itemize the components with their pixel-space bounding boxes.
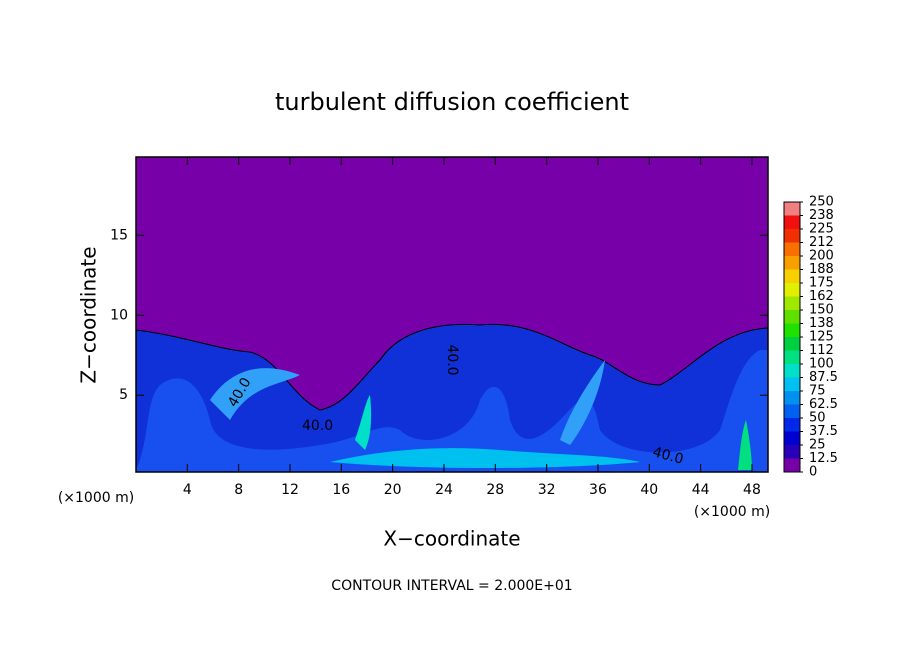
colorbar-label: 200 bbox=[809, 249, 834, 264]
colorbar-label: 138 bbox=[809, 316, 834, 331]
y-tick-label: 15 bbox=[110, 227, 128, 243]
colorbar-segment bbox=[784, 242, 800, 256]
x-tick-label: 44 bbox=[692, 482, 710, 498]
colorbar-segment bbox=[784, 431, 800, 445]
colorbar-label: 62.5 bbox=[809, 397, 838, 412]
colorbar-label: 75 bbox=[809, 384, 826, 399]
colorbar-segment bbox=[784, 337, 800, 351]
colorbar-segment bbox=[784, 296, 800, 310]
y-axis-label: Z−coordinate bbox=[77, 246, 101, 383]
colorbar-segment bbox=[784, 458, 800, 472]
x-tick-label: 36 bbox=[589, 482, 607, 498]
field-region bbox=[210, 368, 300, 420]
colorbar-segment bbox=[784, 377, 800, 391]
plot-frame bbox=[135, 156, 769, 473]
colorbar-segment bbox=[784, 229, 800, 243]
x-unit-label: (×1000 m) bbox=[58, 490, 134, 506]
footer-note: CONTOUR INTERVAL = 2.000E+01 bbox=[331, 578, 572, 594]
x-tick-label: 48 bbox=[743, 482, 761, 498]
colorbar-segment bbox=[784, 404, 800, 418]
colorbar-segment bbox=[784, 391, 800, 405]
colorbar-label: 125 bbox=[809, 330, 834, 345]
field-region bbox=[738, 420, 752, 470]
colorbar-label: 25 bbox=[809, 438, 826, 453]
colorbar-label: 87.5 bbox=[809, 370, 838, 385]
x-tick-label: 16 bbox=[332, 482, 350, 498]
y-tick-label: 5 bbox=[119, 387, 128, 403]
field bbox=[135, 156, 769, 473]
colorbar-label: 150 bbox=[809, 303, 834, 318]
colorbar-segment bbox=[784, 283, 800, 297]
colorbar-label: 238 bbox=[809, 208, 834, 223]
colorbar-label: 175 bbox=[809, 276, 834, 291]
colorbar-label: 100 bbox=[809, 357, 834, 372]
x-tick-label: 12 bbox=[281, 482, 299, 498]
colorbar-label: 112 bbox=[809, 343, 834, 358]
colorbar-label: 188 bbox=[809, 262, 834, 277]
field-region bbox=[355, 395, 372, 450]
colorbar-segment bbox=[784, 202, 800, 216]
colorbar-segment bbox=[784, 323, 800, 337]
x-tick-label: 40 bbox=[640, 482, 658, 498]
colorbar-segment bbox=[784, 418, 800, 432]
colorbar-segment bbox=[784, 269, 800, 283]
x-tick-label: 32 bbox=[538, 482, 556, 498]
field-region bbox=[330, 448, 640, 468]
x-tick-label: 28 bbox=[486, 482, 504, 498]
chart-title: turbulent diffusion coefficient bbox=[275, 88, 629, 116]
colorbar-segment bbox=[784, 215, 800, 229]
field-region bbox=[136, 350, 768, 472]
colorbar-label: 250 bbox=[809, 195, 834, 210]
colorbar-label: 12.5 bbox=[809, 451, 838, 466]
x-tick-label: 20 bbox=[384, 482, 402, 498]
colorbar-label: 37.5 bbox=[809, 424, 838, 439]
y-tick-label: 10 bbox=[110, 307, 128, 323]
colorbar-label: 162 bbox=[809, 289, 834, 304]
contour-label: 40.0 bbox=[444, 344, 460, 375]
contour-label: 40.0 bbox=[651, 444, 685, 468]
colorbar-segment bbox=[784, 310, 800, 324]
colorbar-segment bbox=[784, 364, 800, 378]
contour-label: 40.0 bbox=[302, 418, 333, 434]
colorbar-label: 225 bbox=[809, 222, 834, 237]
colorbar-label: 0 bbox=[809, 465, 817, 480]
field-region bbox=[135, 323, 769, 473]
colorbar-label: 212 bbox=[809, 235, 834, 250]
x-axis-label: X−coordinate bbox=[383, 527, 520, 551]
x-tick-label: 4 bbox=[183, 482, 192, 498]
x-unit-label: (×1000 m) bbox=[694, 504, 770, 520]
colorbar-segment bbox=[784, 445, 800, 459]
colorbar-segment bbox=[784, 350, 800, 364]
colorbar-segment bbox=[784, 256, 800, 270]
x-tick-label: 24 bbox=[435, 482, 453, 498]
field-region bbox=[560, 360, 605, 445]
x-tick-label: 8 bbox=[234, 482, 243, 498]
colorbar-label: 50 bbox=[809, 411, 826, 426]
